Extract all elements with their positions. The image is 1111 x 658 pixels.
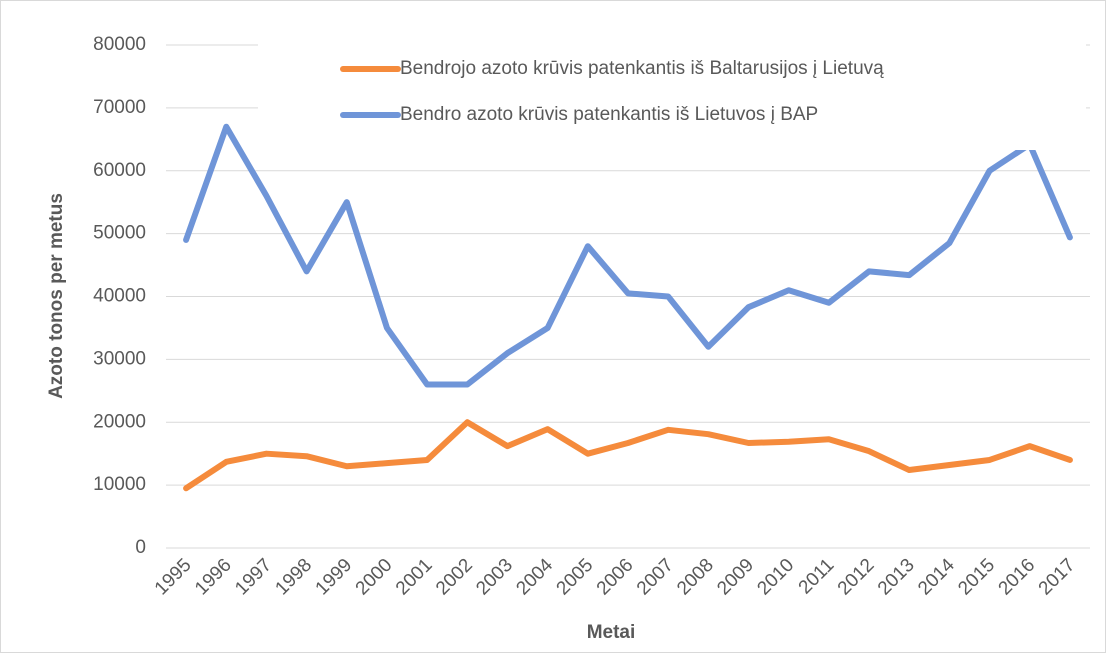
y-tick-label: 80000 bbox=[93, 34, 146, 55]
y-tick-label: 0 bbox=[135, 537, 146, 558]
y-tick-label: 30000 bbox=[93, 348, 146, 369]
y-tick-label: 50000 bbox=[93, 223, 146, 244]
y-tick-label: 20000 bbox=[93, 411, 146, 432]
data-line bbox=[183, 419, 1073, 492]
legend-label: Bendro azoto krūvis patenkantis iš Lietu… bbox=[400, 104, 818, 125]
y-axis-title: Azoto tonos per metus bbox=[46, 193, 67, 399]
data-line bbox=[183, 123, 1073, 388]
legend-label: Bendrojo azoto krūvis patenkantis iš Bal… bbox=[400, 58, 884, 79]
y-tick-label: 60000 bbox=[93, 160, 146, 181]
y-tick-label: 40000 bbox=[93, 286, 146, 307]
legend-box bbox=[258, 40, 1086, 150]
y-tick-label: 70000 bbox=[93, 97, 146, 118]
y-tick-label: 10000 bbox=[93, 474, 146, 495]
x-axis-title: Metai bbox=[587, 622, 636, 643]
